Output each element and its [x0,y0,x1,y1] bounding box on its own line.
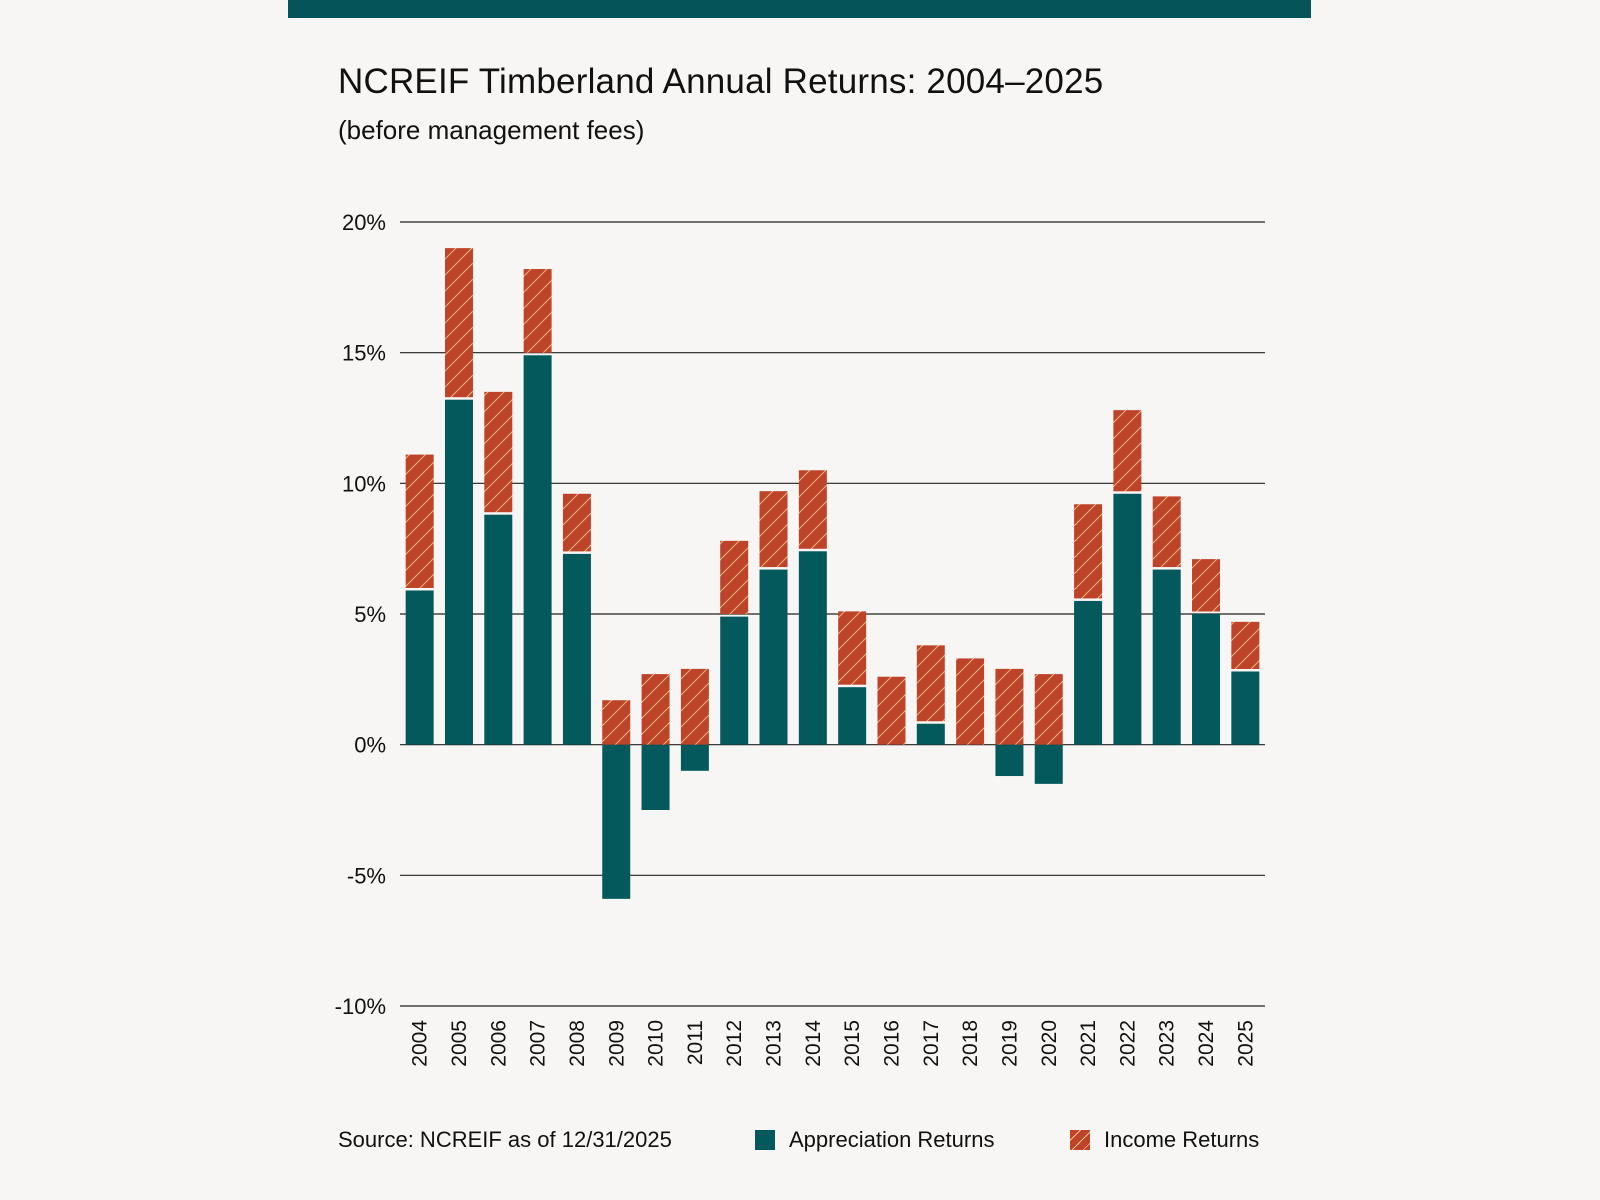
legend-label-income: Income Returns [1104,1127,1260,1152]
bar-appreciation-2015 [838,687,867,745]
x-tick-label: 2008 [566,1020,589,1067]
bar-income-2009 [602,700,631,745]
bar-appreciation-2014 [798,551,827,745]
bar-income-2013 [759,491,788,568]
bar-appreciation-2020 [1034,744,1063,784]
y-tick-label: -5% [347,863,386,888]
bar-income-2022 [1113,410,1142,492]
bar-appreciation-2022 [1113,493,1142,745]
x-tick-label: 2021 [1077,1020,1100,1067]
x-tick-label: 2015 [841,1020,864,1067]
x-tick-label: 2009 [605,1020,628,1067]
x-tick-label: 2020 [1038,1020,1061,1067]
bar-appreciation-2011 [680,744,709,771]
x-tick-label: 2023 [1156,1020,1179,1067]
x-tick-label: 2004 [409,1020,432,1067]
bar-income-2018 [956,658,985,745]
bar-appreciation-2008 [562,553,591,745]
bar-income-2024 [1192,559,1221,612]
legend-swatch-income [1070,1130,1090,1150]
bar-appreciation-2010 [641,744,670,810]
x-tick-label: 2010 [645,1020,668,1067]
x-tick-label: 2018 [959,1020,982,1067]
bar-appreciation-2013 [759,569,788,745]
legend-swatch-appreciation [755,1130,775,1150]
x-tick-label: 2016 [880,1020,903,1067]
bar-appreciation-2006 [484,514,513,745]
bar-appreciation-2024 [1192,614,1221,745]
y-tick-label: 0% [354,733,386,758]
y-tick-label: 5% [354,602,386,627]
y-tick-label: 20% [342,210,386,235]
x-tick-label: 2024 [1195,1020,1218,1067]
bar-income-2005 [444,248,473,398]
bar-income-2010 [641,674,670,745]
x-tick-label: 2025 [1234,1020,1257,1067]
bar-appreciation-2007 [523,355,552,745]
bar-income-2011 [680,668,709,745]
bar-appreciation-2025 [1231,671,1260,745]
bar-income-2007 [523,269,552,353]
bar-income-2025 [1231,621,1260,669]
bar-income-2019 [995,668,1024,745]
bar-income-2015 [838,611,867,685]
bar-appreciation-2019 [995,744,1024,777]
bar-income-2008 [562,493,591,552]
y-tick-label: 10% [342,471,386,496]
top-accent-bar [288,0,1311,18]
bar-appreciation-2009 [602,744,631,899]
bar-income-2004 [405,454,434,588]
x-tick-label: 2006 [487,1020,510,1067]
x-tick-label: 2017 [920,1020,943,1067]
y-tick-label: -10% [335,994,386,1019]
bar-income-2006 [484,391,513,513]
x-tick-label: 2007 [527,1020,550,1067]
bar-appreciation-2017 [916,723,945,745]
x-tick-label: 2019 [998,1020,1021,1067]
bar-appreciation-2023 [1152,569,1181,745]
bar-income-2017 [916,645,945,722]
y-tick-label: 15% [342,341,386,366]
x-tick-label: 2014 [802,1020,825,1067]
stacked-bar-chart: 20% 15% 10% 5% 0% -5% -10% 2004 2005 2006 2007 200… [335,210,1265,1067]
bar-income-2021 [1074,504,1103,599]
legend-label-appreciation: Appreciation Returns [789,1127,995,1152]
x-tick-label: 2022 [1116,1020,1139,1067]
bar-income-2012 [720,540,749,615]
x-tick-label: 2012 [723,1020,746,1067]
x-tick-label: 2005 [448,1020,471,1067]
bar-income-2014 [798,470,827,549]
x-tick-label: 2013 [763,1020,786,1067]
bar-appreciation-2004 [405,590,434,745]
x-tick-label: 2011 [684,1020,707,1065]
legend-appreciation: Appreciation Returns [755,1127,994,1153]
bar-income-2023 [1152,496,1181,568]
bar-appreciation-2021 [1074,600,1103,745]
source-note: Source: NCREIF as of 12/31/2025 [338,1127,672,1152]
legend-income: Income Returns [1070,1127,1259,1153]
bar-appreciation-2012 [720,616,749,745]
bar-income-2020 [1034,674,1063,745]
chart-title: NCREIF Timberland Annual Returns: 2004–2… [338,62,1104,101]
bar-appreciation-2005 [444,399,473,745]
bar-income-2016 [877,676,906,745]
chart-subtitle: (before management fees) [338,115,645,145]
